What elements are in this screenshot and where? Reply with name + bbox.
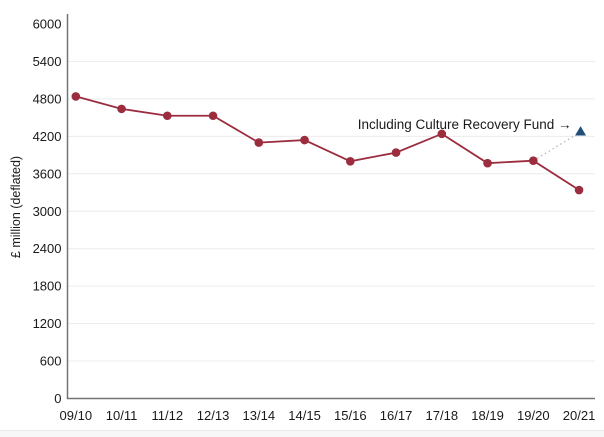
y-tick-label: 1800 bbox=[33, 279, 62, 294]
annotation-text: Including Culture Recovery Fund → bbox=[358, 117, 572, 132]
culture-recovery-fund-marker bbox=[575, 126, 587, 136]
x-tick-label: 09/10 bbox=[60, 408, 93, 423]
y-tick-label: 4800 bbox=[33, 91, 62, 106]
x-tick-label: 13/14 bbox=[243, 408, 276, 423]
data-point-marker bbox=[254, 138, 264, 147]
y-tick-label: 2400 bbox=[33, 241, 62, 256]
x-tick-label: 16/17 bbox=[380, 408, 413, 423]
y-axis-title: £ million (deflated) bbox=[9, 156, 23, 258]
x-tick-label: 15/16 bbox=[334, 408, 367, 423]
data-point-marker bbox=[163, 111, 172, 121]
x-tick-label: 12/13 bbox=[197, 408, 230, 423]
data-point-marker bbox=[117, 104, 126, 114]
data-point-marker bbox=[346, 157, 355, 166]
dotted-connector bbox=[532, 134, 576, 162]
data-line bbox=[75, 95, 580, 191]
x-tick-label: 18/19 bbox=[471, 408, 504, 423]
data-point-marker bbox=[71, 92, 81, 101]
data-point-marker bbox=[437, 129, 447, 139]
x-tick-label: 17/18 bbox=[426, 408, 459, 423]
y-tick-label: 1200 bbox=[33, 316, 62, 331]
y-tick-label: 6000 bbox=[33, 17, 62, 32]
y-tick-label: 0 bbox=[54, 391, 61, 406]
data-point-marker bbox=[391, 148, 401, 157]
y-tick-label: 3000 bbox=[33, 204, 62, 219]
x-tick-label: 14/15 bbox=[288, 408, 321, 423]
y-tick-label: 600 bbox=[40, 354, 62, 369]
data-point-marker bbox=[208, 111, 218, 121]
data-point-marker bbox=[574, 185, 584, 195]
x-tick-label: 11/12 bbox=[152, 408, 184, 423]
data-point-marker bbox=[300, 135, 309, 145]
screenshot-bottom-edge bbox=[0, 430, 604, 437]
x-tick-label: 19/20 bbox=[517, 408, 550, 423]
y-tick-label: 4200 bbox=[33, 129, 62, 144]
x-tick-label: 10/11 bbox=[106, 408, 138, 423]
data-point-marker bbox=[483, 158, 492, 168]
x-tick-label: 20/21 bbox=[563, 408, 596, 423]
y-tick-label: 3600 bbox=[33, 166, 62, 181]
y-tick-label: 5400 bbox=[33, 54, 62, 69]
data-point-marker bbox=[529, 156, 538, 165]
